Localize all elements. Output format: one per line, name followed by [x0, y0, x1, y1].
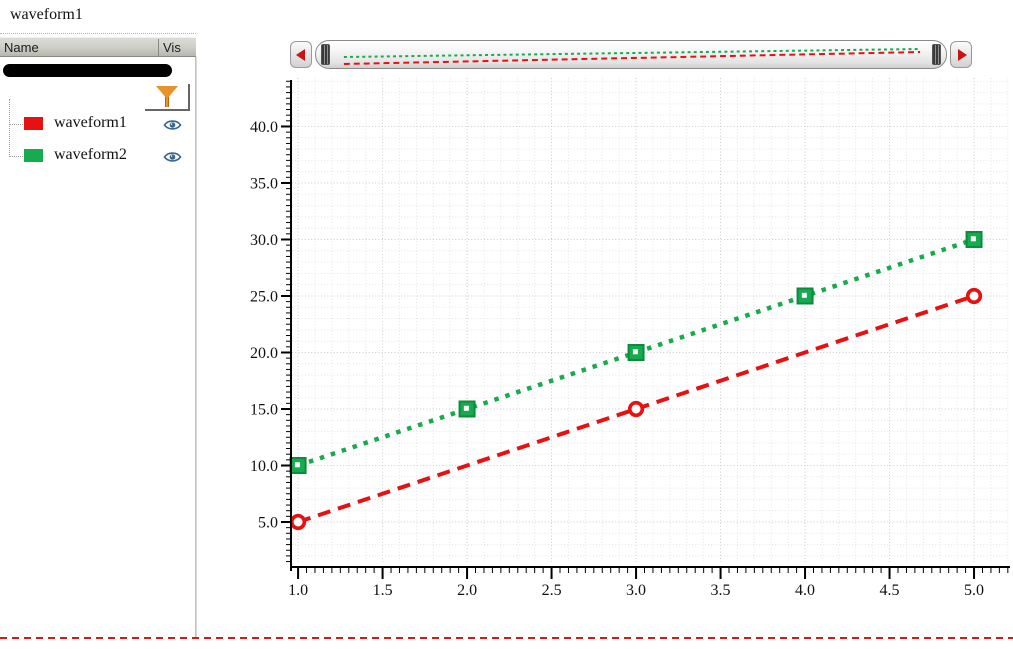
visibility-eye-icon[interactable] — [163, 150, 182, 162]
left-arrow-icon — [296, 49, 305, 61]
signal-row-waveform2[interactable]: waveform2 — [0, 143, 196, 169]
svg-text:20.0: 20.0 — [250, 345, 278, 362]
svg-text:5.0: 5.0 — [964, 582, 984, 599]
svg-text:5.0: 5.0 — [258, 514, 278, 531]
right-grip-handle[interactable] — [932, 44, 941, 65]
signal-row-waveform1[interactable]: waveform1 — [0, 111, 196, 137]
waveform-plot[interactable]: 1.0 1.5 2.0 2.5 3.0 3.5 4.0 4.5 5.0 5.0 10.0 15.0 20… — [200, 0, 1013, 649]
tree-branch-line — [9, 99, 10, 157]
svg-text:4.0: 4.0 — [795, 582, 815, 599]
color-swatch[interactable] — [24, 117, 43, 130]
svg-text:35.0: 35.0 — [250, 175, 278, 192]
filter-corner-bracket — [145, 84, 190, 111]
left-grip-handle[interactable] — [321, 44, 330, 65]
scroll-right-button[interactable] — [950, 41, 972, 68]
page-title: waveform1 — [10, 6, 83, 23]
panel-splitter[interactable] — [195, 57, 197, 638]
svg-text:4.5: 4.5 — [880, 582, 900, 599]
plot-area[interactable]: 1.0 1.5 2.0 2.5 3.0 3.5 4.0 4.5 5.0 5.0 10.0 15.0 20… — [200, 0, 1013, 649]
signal-label: waveform1 — [54, 114, 127, 131]
svg-text:30.0: 30.0 — [250, 232, 278, 249]
tree-branch-stub — [9, 156, 23, 157]
column-header-vis[interactable]: Vis — [163, 40, 181, 55]
collapsed-signal-bar[interactable] — [3, 64, 172, 77]
panel-header: Name Vis — [0, 37, 196, 57]
svg-text:2.0: 2.0 — [457, 582, 477, 599]
scrollbar-thumb[interactable] — [315, 40, 947, 69]
column-header-name[interactable]: Name — [4, 40, 39, 55]
filter-funnel-icon[interactable] — [156, 86, 178, 110]
panel-top-divider — [0, 33, 196, 34]
color-swatch[interactable] — [24, 149, 43, 162]
svg-text:40.0: 40.0 — [250, 119, 278, 136]
svg-text:1.5: 1.5 — [373, 582, 393, 599]
svg-text:2.5: 2.5 — [542, 582, 562, 599]
svg-text:3.5: 3.5 — [711, 582, 731, 599]
column-separator[interactable] — [158, 39, 159, 56]
svg-text:25.0: 25.0 — [250, 288, 278, 305]
funnel-cone — [156, 86, 178, 99]
svg-text:15.0: 15.0 — [250, 401, 278, 418]
visibility-eye-icon[interactable] — [163, 118, 182, 130]
horizontal-splitter[interactable] — [0, 637, 1013, 639]
scroll-left-button[interactable] — [290, 41, 312, 68]
waveform-preview — [343, 48, 921, 65]
svg-text:10.0: 10.0 — [250, 458, 278, 475]
funnel-stem — [165, 97, 169, 107]
x-zoom-scrollbar[interactable] — [290, 40, 972, 70]
svg-text:3.0: 3.0 — [626, 582, 646, 599]
tree-branch-stub — [9, 124, 23, 125]
svg-text:1.0: 1.0 — [288, 582, 308, 599]
signal-label: waveform2 — [54, 146, 127, 163]
right-arrow-icon — [958, 49, 967, 61]
